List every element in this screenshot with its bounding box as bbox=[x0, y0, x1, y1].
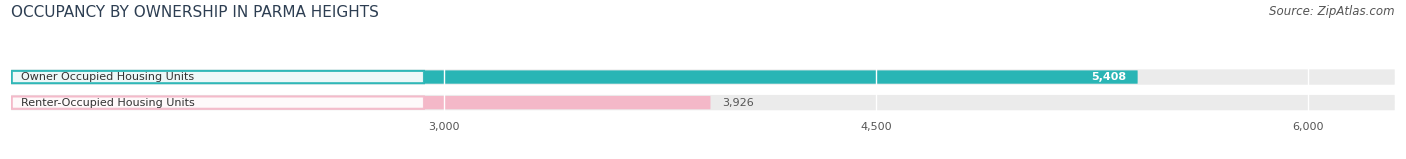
Text: Owner Occupied Housing Units: Owner Occupied Housing Units bbox=[21, 72, 194, 82]
Text: Renter-Occupied Housing Units: Renter-Occupied Housing Units bbox=[21, 98, 195, 108]
Text: OCCUPANCY BY OWNERSHIP IN PARMA HEIGHTS: OCCUPANCY BY OWNERSHIP IN PARMA HEIGHTS bbox=[11, 5, 380, 20]
Text: 5,408: 5,408 bbox=[1091, 72, 1126, 82]
FancyBboxPatch shape bbox=[11, 70, 1137, 84]
FancyBboxPatch shape bbox=[11, 69, 1395, 85]
FancyBboxPatch shape bbox=[11, 71, 425, 83]
Text: Source: ZipAtlas.com: Source: ZipAtlas.com bbox=[1270, 5, 1395, 18]
FancyBboxPatch shape bbox=[11, 96, 710, 109]
FancyBboxPatch shape bbox=[11, 97, 425, 109]
FancyBboxPatch shape bbox=[11, 95, 1395, 110]
Text: 3,926: 3,926 bbox=[723, 98, 754, 108]
